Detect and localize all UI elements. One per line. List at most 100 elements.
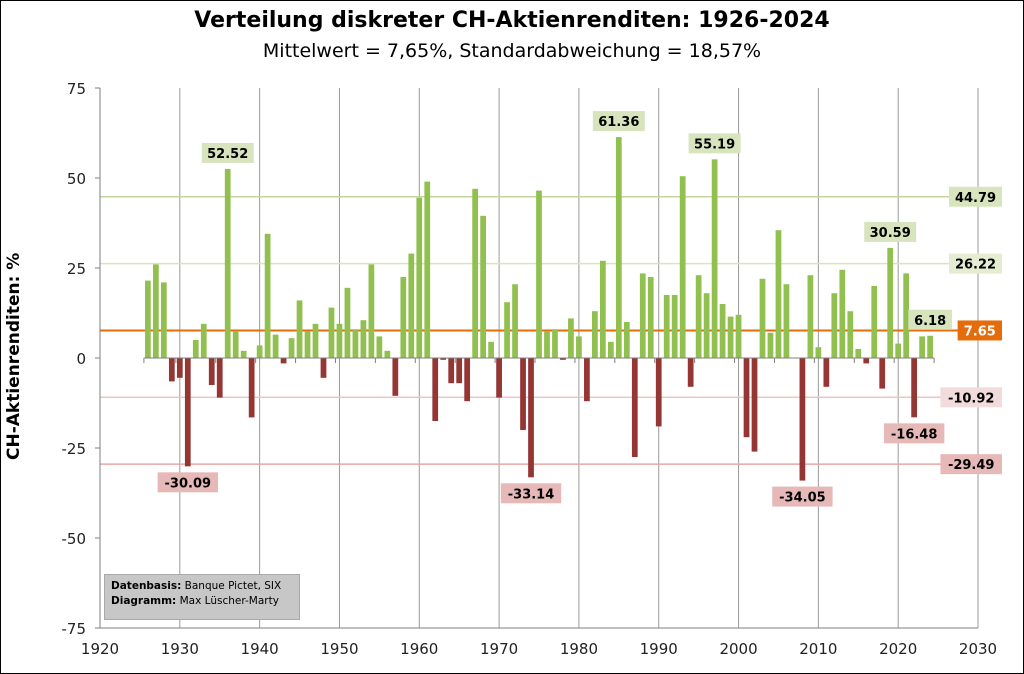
annotation-box (772, 486, 833, 507)
bar-2012 (831, 293, 838, 358)
source-box: Datenbasis: Banque Pictet, SIX Diagramm:… (104, 574, 300, 620)
bar-1978 (560, 358, 566, 360)
reference-label-box (957, 320, 1002, 341)
bar-1991 (663, 295, 670, 358)
bar-1967 (472, 188, 479, 358)
annotation-label: -34.05 (779, 491, 826, 506)
bar-1970 (496, 358, 502, 398)
bar-2004 (767, 332, 774, 358)
x-tick-label: 2030 (959, 640, 997, 658)
chart-subtitle: Mittelwert = 7,65%, Standardabweichung =… (262, 40, 762, 62)
source-basis-value: Banque Pictet, SIX (184, 580, 282, 592)
bar-1962 (432, 358, 439, 421)
bar-1977 (552, 329, 558, 358)
y-tick-label: -50 (62, 530, 87, 548)
bar-2005 (775, 230, 782, 358)
bar-1941 (264, 233, 271, 358)
annotation-box (864, 221, 917, 242)
bar-2017 (871, 286, 878, 358)
y-tick-label: 75 (67, 80, 86, 98)
bar-2006 (783, 284, 790, 358)
reference-label-box (940, 454, 1002, 475)
bar-2021 (903, 273, 910, 358)
bar-2024 (927, 335, 933, 358)
x-tick-label: 1970 (480, 640, 518, 658)
bar-1975 (536, 190, 542, 358)
bar-1997 (711, 159, 718, 358)
bar-2011 (823, 358, 830, 387)
bar-1973 (520, 358, 526, 430)
bar-1954 (368, 264, 375, 358)
bar-1955 (376, 336, 383, 358)
x-tick-label: 1940 (241, 640, 279, 658)
bar-1986 (623, 322, 630, 358)
reference-label: 26.22 (955, 258, 996, 273)
bar-1942 (272, 334, 279, 358)
bar-1932 (192, 340, 199, 358)
bar-1982 (591, 311, 598, 358)
bar-1969 (488, 341, 494, 358)
bar-1959 (408, 253, 415, 358)
bar-1938 (240, 350, 247, 358)
bar-1963 (440, 358, 447, 360)
bar-1936 (224, 168, 231, 358)
annotation-label: -16.48 (891, 427, 938, 442)
bar-1935 (216, 358, 223, 398)
bar-2009 (807, 275, 814, 358)
y-tick-label: 25 (67, 260, 86, 278)
bar-1980 (576, 336, 582, 358)
reference-lines (100, 196, 970, 465)
bar-1929 (168, 358, 175, 382)
annotation-box (908, 309, 952, 330)
reference-label: -29.49 (948, 458, 995, 473)
bar-1966 (464, 358, 471, 402)
bar-2003 (759, 278, 766, 358)
bar-1983 (599, 260, 606, 358)
annotation-box (157, 472, 218, 493)
bar-1950 (336, 323, 343, 358)
bar-1990 (655, 358, 662, 427)
source-diagram-label: Diagramm: (111, 595, 177, 607)
annotation-label: 30.59 (870, 226, 911, 241)
bar-1992 (671, 295, 678, 358)
bar-1946 (304, 331, 311, 358)
annotation-box (883, 423, 945, 444)
bar-1985 (615, 137, 622, 358)
bar-1934 (208, 358, 215, 385)
bar-1951 (344, 287, 351, 358)
bar-1988 (639, 273, 646, 358)
bar-2002 (751, 358, 758, 452)
bar-1949 (328, 307, 335, 358)
y-tick-label: 0 (76, 350, 86, 368)
y-tick-label: -75 (62, 620, 87, 638)
x-tick-label: 1980 (560, 640, 598, 658)
bar-1972 (512, 284, 518, 358)
bar-2019 (887, 247, 894, 358)
reference-label: 44.79 (955, 191, 996, 206)
bar-1928 (160, 282, 167, 358)
bar-2023 (919, 336, 926, 358)
source-basis-label: Datenbasis: (111, 580, 182, 592)
reference-label: -10.92 (948, 391, 995, 406)
annotation-box (688, 133, 741, 154)
reference-label-box (949, 253, 1002, 274)
reference-label-box (940, 387, 1002, 408)
annotation-box (500, 483, 562, 504)
bar-1940 (256, 345, 263, 358)
bar-2008 (799, 358, 806, 481)
bar-1952 (352, 329, 359, 358)
bar-1948 (320, 358, 327, 378)
annotation-label: 61.36 (598, 115, 639, 130)
bar-1926 (145, 280, 151, 358)
bar-1994 (687, 358, 694, 387)
x-tick-label: 1920 (81, 640, 119, 658)
bar-1999 (727, 316, 734, 358)
x-tick-label: 1930 (161, 640, 199, 658)
bar-1968 (480, 215, 487, 358)
reference-label-box (949, 186, 1002, 207)
value-labels: 44.79 26.22 7.65 -10.92 -29.49 52.52 -30.09 -33… (157, 111, 1002, 507)
bar-2010 (815, 347, 822, 358)
bar-1964 (448, 358, 455, 384)
annotation-label: 55.19 (694, 137, 735, 152)
